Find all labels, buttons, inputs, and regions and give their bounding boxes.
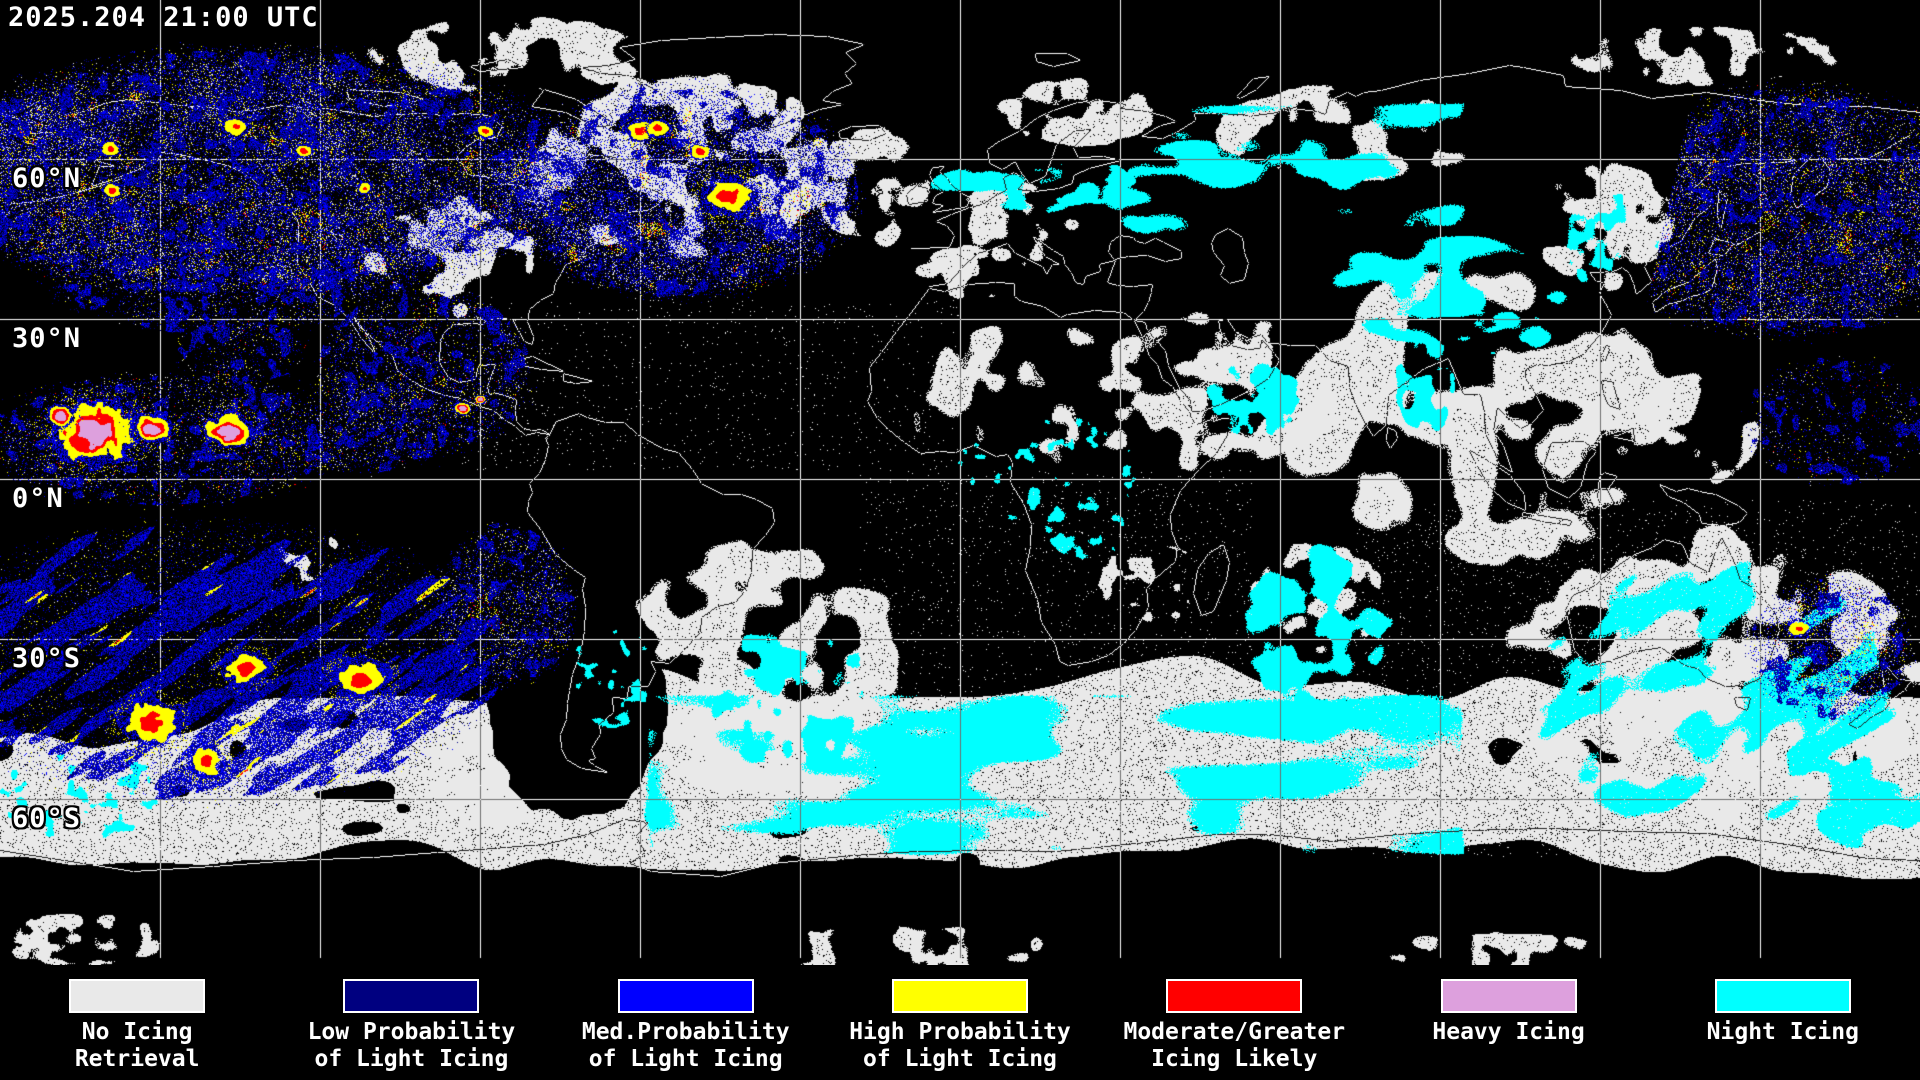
- legend-label-line1: High Probability: [849, 1019, 1071, 1045]
- legend-label: Moderate/Greater Icing Likely: [1123, 1019, 1345, 1073]
- legend-swatch-high-prob: [891, 979, 1028, 1013]
- legend-label-line2: Retrieval: [74, 1046, 200, 1072]
- legend-swatch-night-icing: [1714, 979, 1851, 1013]
- latitude-label: 60°S: [12, 803, 82, 834]
- latitude-label: 60°N: [12, 163, 82, 194]
- legend-item-high-prob: High Probability of Light Icing: [823, 965, 1097, 1073]
- latitude-label: 0°N: [12, 483, 64, 514]
- legend-label-line2: Icing Likely: [1151, 1046, 1318, 1072]
- legend-label-line1: Med.Probability: [581, 1019, 790, 1045]
- legend-item-no-icing: No Icing Retrieval: [0, 965, 274, 1073]
- legend-item-med-prob: Med.Probability of Light Icing: [549, 965, 823, 1073]
- legend-label: Med.Probability of Light Icing: [582, 1019, 790, 1073]
- legend-label-line2: of Light Icing: [863, 1046, 1057, 1072]
- legend-swatch-mod-greater: [1166, 979, 1303, 1013]
- latitude-label: 30°S: [12, 643, 82, 674]
- legend-label-line1: Night Icing: [1706, 1019, 1859, 1045]
- legend-label-line1: Low Probability: [307, 1019, 516, 1045]
- legend-label-line2: of Light Icing: [314, 1046, 509, 1072]
- legend-swatch-low-prob: [343, 979, 480, 1013]
- legend-label-line2: of Light Icing: [588, 1046, 783, 1072]
- legend-label-line1: No Icing: [81, 1019, 193, 1045]
- legend-item-night-icing: Night Icing: [1646, 965, 1920, 1046]
- legend-item-heavy-icing: Heavy Icing: [1371, 965, 1645, 1046]
- legend-item-mod-greater: Moderate/Greater Icing Likely: [1097, 965, 1371, 1073]
- latitude-label: 30°N: [12, 323, 82, 354]
- legend: No Icing Retrieval Low Probability of Light…: [0, 965, 1920, 1080]
- legend-swatch-no-icing: [69, 979, 206, 1013]
- legend-label: Low Probability of Light Icing: [308, 1019, 516, 1073]
- timestamp-label: 2025.204 21:00 UTC: [8, 2, 319, 33]
- legend-item-low-prob: Low Probability of Light Icing: [274, 965, 548, 1073]
- world-map: 2025.204 21:00 UTC 60°N 30°N 0°N 30°S 60°S: [0, 0, 1920, 965]
- legend-label-line1: Heavy Icing: [1432, 1019, 1585, 1045]
- legend-label: No Icing Retrieval: [75, 1019, 200, 1073]
- icing-map-canvas: [0, 0, 1920, 965]
- legend-swatch-med-prob: [617, 979, 754, 1013]
- legend-label: Night Icing: [1707, 1019, 1859, 1046]
- legend-label-line1: Moderate/Greater: [1123, 1019, 1346, 1045]
- legend-swatch-heavy-icing: [1440, 979, 1577, 1013]
- legend-label: Heavy Icing: [1432, 1019, 1584, 1046]
- legend-label: High Probability of Light Icing: [849, 1019, 1071, 1073]
